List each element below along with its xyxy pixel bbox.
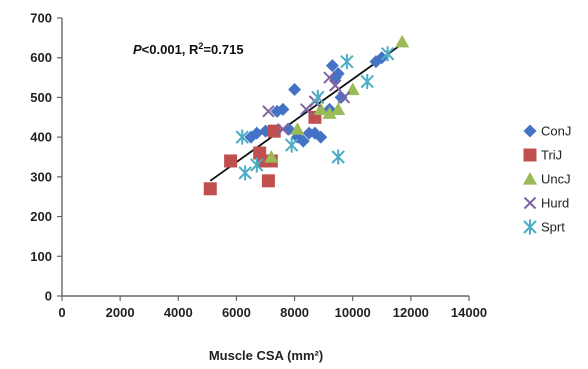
y-tick-label: 400 — [30, 130, 52, 145]
data-point — [314, 130, 328, 144]
data-point — [224, 154, 238, 168]
data-point — [284, 137, 299, 153]
legend-item-hurd: Hurd — [523, 196, 569, 211]
x-tick-label: 2000 — [106, 305, 135, 320]
y-tick-label: 200 — [30, 209, 52, 224]
data-point — [262, 105, 275, 118]
legend-item-sprt: Sprt — [523, 219, 565, 235]
legend-label: TriJ — [541, 148, 562, 163]
x-tick-label: 10000 — [335, 305, 371, 320]
data-point — [250, 126, 264, 140]
x-tick-label: 4000 — [164, 305, 193, 320]
data-point — [380, 46, 395, 62]
r-squared-text: =0.715 — [203, 42, 243, 57]
data-point — [334, 90, 348, 104]
stats-annotation: P<0.001, R2=0.715 — [133, 41, 244, 57]
p-symbol: P — [133, 42, 142, 57]
data-point — [323, 71, 336, 84]
data-point — [276, 102, 290, 116]
data-point — [267, 124, 281, 138]
data-point — [235, 129, 249, 145]
r-squared-superscript: 2 — [198, 41, 203, 51]
x-tick-label: 0 — [58, 305, 65, 320]
data-points — [203, 34, 410, 196]
legend: ConJ TriJ UncJ Hurd Sprt — [523, 124, 571, 235]
x-tick-label: 8000 — [280, 305, 309, 320]
legend-label: UncJ — [541, 172, 571, 187]
p-value-text: <0.001, R — [142, 42, 199, 57]
data-point — [325, 59, 339, 73]
data-point — [337, 91, 351, 104]
y-tick-label: 100 — [30, 249, 52, 264]
data-point — [238, 165, 252, 181]
data-point — [261, 174, 275, 188]
x-tick-label: 12000 — [393, 305, 429, 320]
data-point — [331, 67, 345, 81]
y-tick-label: 700 — [30, 11, 52, 26]
data-point — [313, 102, 328, 115]
y-tick-label: 300 — [30, 169, 52, 184]
x-tick-label: 6000 — [222, 305, 251, 320]
legend-marker — [523, 219, 537, 235]
axes: 0 100 200 300 400 500 600 700 0 2000 4000 6000 8000 1… — [30, 11, 487, 321]
legend-label: Sprt — [541, 220, 565, 235]
legend-marker — [523, 196, 537, 210]
x-axis-title: Muscle CSA (mm²) — [209, 348, 323, 363]
series-uncj — [264, 34, 410, 163]
legend-item-conj: ConJ — [523, 124, 571, 139]
data-point — [290, 122, 305, 135]
data-point — [288, 82, 302, 96]
legend-marker — [523, 148, 537, 162]
legend-label: Hurd — [541, 196, 569, 211]
y-tick-label: 600 — [30, 50, 52, 65]
legend-marker — [523, 124, 537, 138]
data-point — [395, 34, 410, 48]
legend-item-uncj: UncJ — [523, 172, 571, 187]
y-tick-label: 500 — [30, 90, 52, 105]
data-point — [331, 102, 346, 115]
data-point — [276, 122, 290, 136]
series-sprt — [235, 46, 395, 181]
legend-label: ConJ — [541, 124, 571, 139]
series-trij — [203, 110, 322, 196]
data-point — [375, 51, 389, 65]
data-point — [264, 150, 279, 163]
data-point — [244, 130, 258, 144]
data-point — [203, 182, 217, 196]
data-point — [322, 106, 337, 119]
data-point — [360, 74, 374, 90]
y-tick-label: 0 — [45, 289, 52, 304]
data-point — [340, 54, 354, 70]
data-point — [331, 149, 345, 165]
data-point — [311, 89, 325, 105]
legend-marker — [523, 172, 537, 185]
series-conj — [244, 51, 389, 148]
data-point — [296, 134, 310, 148]
data-point — [250, 157, 264, 173]
data-point — [329, 79, 342, 92]
x-tick-label: 14000 — [451, 305, 487, 320]
legend-item-trij: TriJ — [523, 148, 562, 163]
